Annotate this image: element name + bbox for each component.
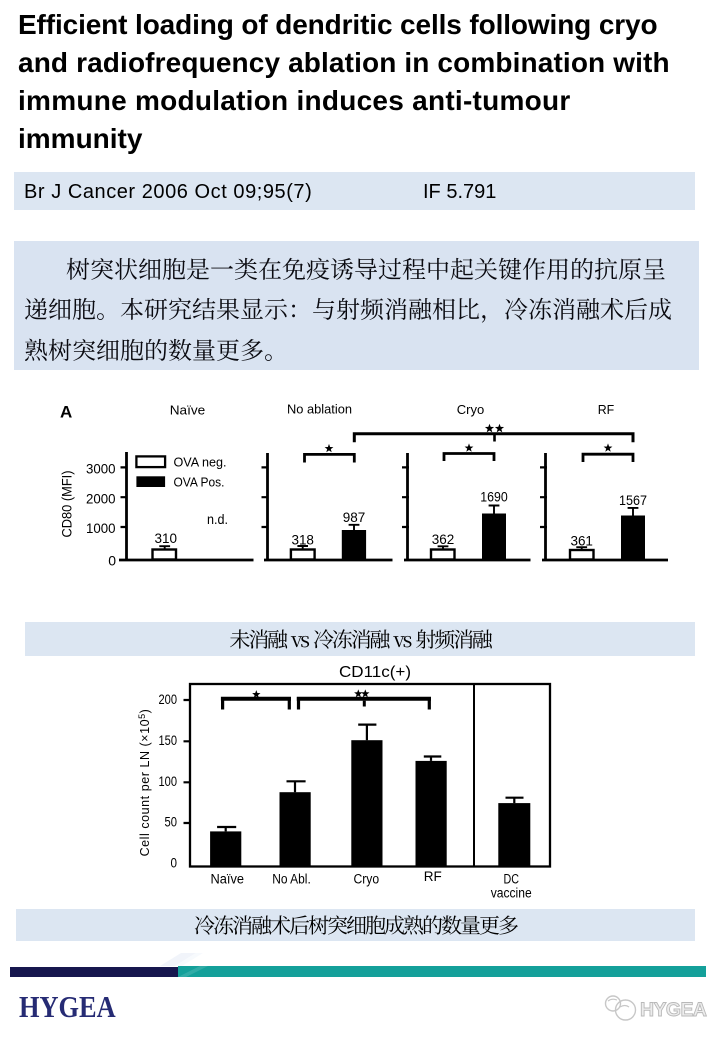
svg-text:DC: DC (504, 872, 520, 887)
svg-text:318: 318 (291, 532, 314, 548)
svg-text:No Abl.: No Abl. (272, 872, 311, 887)
svg-text:Naïve: Naïve (211, 872, 245, 887)
svg-text:Cryo: Cryo (457, 402, 485, 417)
svg-text:0: 0 (171, 856, 178, 871)
svg-text:200: 200 (159, 692, 178, 707)
svg-text:vaccine: vaccine (491, 886, 532, 901)
svg-text:1567: 1567 (619, 492, 647, 508)
svg-text:987: 987 (343, 509, 366, 525)
svg-text:1000: 1000 (86, 520, 116, 536)
svg-text:Naïve: Naïve (170, 403, 206, 418)
svg-text:OVA neg.: OVA neg. (174, 455, 227, 470)
svg-text:n.d.: n.d. (207, 512, 228, 527)
svg-text:1690: 1690 (480, 489, 508, 505)
svg-text:50: 50 (165, 815, 178, 830)
svg-text:No ablation: No ablation (287, 402, 352, 417)
svg-text:RF: RF (598, 402, 615, 417)
svg-text:CD11c(+): CD11c(+) (339, 664, 411, 681)
svg-text:Cryo: Cryo (353, 872, 379, 887)
svg-text:362: 362 (432, 531, 455, 547)
svg-text:0: 0 (108, 553, 116, 569)
svg-text:2000: 2000 (86, 490, 116, 506)
svg-text:150: 150 (159, 733, 178, 748)
svg-text:CD80 (MFI): CD80 (MFI) (60, 471, 75, 538)
svg-text:OVA Pos.: OVA Pos. (174, 475, 225, 490)
svg-text:361: 361 (570, 533, 593, 549)
svg-text:3000: 3000 (86, 461, 116, 477)
svg-text:100: 100 (159, 774, 178, 789)
svg-text:A: A (60, 403, 72, 422)
svg-text:310: 310 (155, 530, 178, 546)
svg-text:Cell count per LN (×105): Cell count per LN (×105) (137, 709, 152, 857)
svg-text:RF: RF (424, 869, 442, 884)
